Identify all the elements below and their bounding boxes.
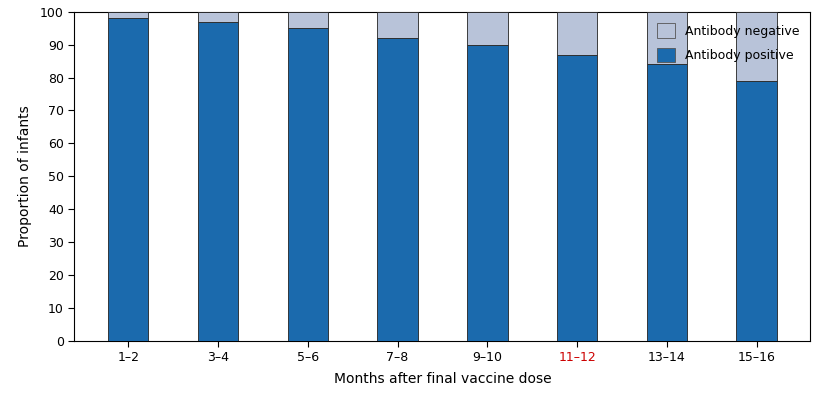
Bar [198,12,238,22]
Bar [557,55,597,341]
Bar [647,65,687,341]
Bar [647,12,687,65]
Bar [557,12,597,55]
Bar [288,29,328,341]
Bar [736,12,777,81]
Bar [377,12,418,38]
Y-axis label: Proportion of infants: Proportion of infants [18,105,31,247]
Bar [467,45,508,341]
Legend: Antibody negative, Antibody positive: Antibody negative, Antibody positive [653,18,804,67]
Bar [108,12,149,19]
Bar [736,81,777,341]
Bar [108,19,149,341]
Bar [377,38,418,341]
X-axis label: Months after final vaccine dose: Months after final vaccine dose [333,372,552,386]
Bar [288,12,328,29]
Bar [467,12,508,45]
Bar [198,22,238,341]
